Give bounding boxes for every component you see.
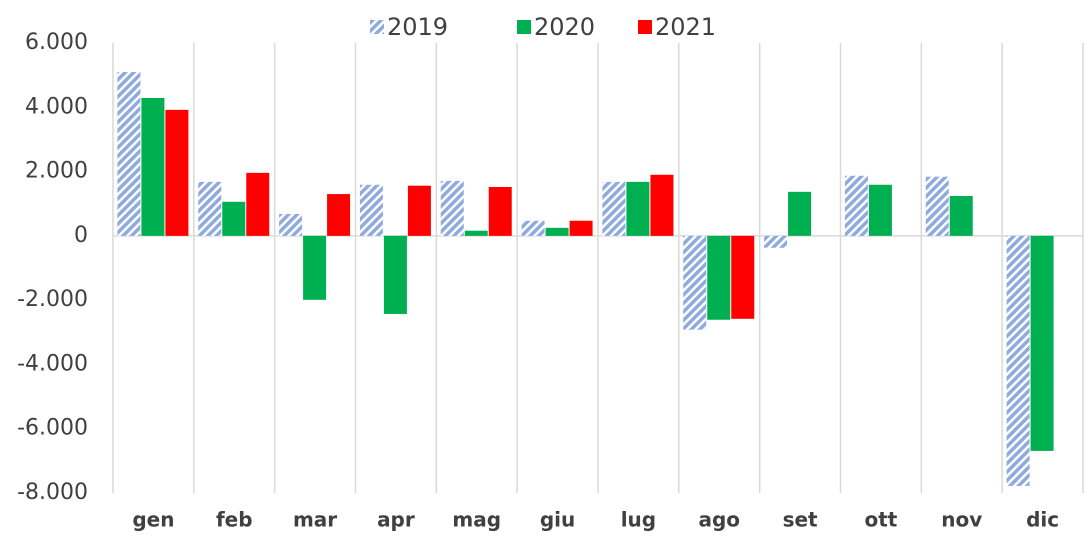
- bar: [440, 180, 464, 236]
- bar: [683, 235, 707, 330]
- bar: [222, 201, 246, 236]
- bar: [1030, 235, 1054, 451]
- legend-swatch: [370, 20, 384, 34]
- y-tick-label: -4.000: [17, 351, 88, 376]
- bar: [359, 184, 383, 236]
- x-tick-label: lug: [621, 508, 656, 532]
- legend-label: 2020: [534, 13, 595, 41]
- legend-label: 2021: [655, 13, 716, 41]
- x-tick-label: nov: [941, 508, 982, 532]
- bar: [650, 174, 674, 236]
- bar: [602, 181, 626, 236]
- bar: [407, 185, 431, 236]
- legend-label: 2019: [387, 13, 448, 41]
- bar: [844, 175, 868, 236]
- bar: [925, 176, 949, 236]
- legend-swatch: [638, 20, 652, 34]
- y-tick-label: -6.000: [17, 416, 88, 441]
- x-tick-label: ago: [698, 508, 740, 532]
- bar: [545, 227, 569, 236]
- bar: [521, 220, 545, 236]
- y-tick-label: -8.000: [17, 480, 88, 505]
- x-tick-label: gen: [132, 508, 174, 532]
- x-tick-label: mar: [293, 508, 337, 532]
- x-tick-label: set: [783, 508, 818, 532]
- bar: [949, 196, 973, 236]
- x-tick-label: ott: [864, 508, 897, 532]
- bar: [731, 235, 755, 319]
- bar: [117, 71, 141, 236]
- bar: [569, 220, 593, 236]
- bar: [383, 235, 407, 314]
- bar: [303, 235, 327, 300]
- y-tick-label: 2.000: [25, 159, 88, 184]
- bar: [764, 235, 788, 248]
- bar: [626, 181, 650, 236]
- bar: [165, 109, 189, 236]
- x-tick-label: giu: [540, 508, 575, 532]
- bar: [141, 97, 165, 236]
- y-tick-label: -2.000: [17, 287, 88, 312]
- x-tick-label: apr: [377, 508, 415, 532]
- bar: [279, 214, 303, 236]
- bar: [488, 187, 512, 236]
- bar: [198, 181, 222, 236]
- x-tick-label: feb: [216, 508, 253, 532]
- bar: [327, 194, 351, 236]
- legend-swatch: [517, 20, 531, 34]
- bar: [246, 172, 270, 236]
- x-tick-label: dic: [1026, 508, 1059, 532]
- bar: [707, 235, 731, 320]
- y-tick-label: 6.000: [25, 30, 88, 55]
- x-tick-label: mag: [452, 508, 501, 532]
- bar: [1006, 235, 1030, 486]
- bar: [464, 230, 488, 236]
- bar: [788, 191, 812, 236]
- y-tick-label: 4.000: [25, 94, 88, 119]
- bar: [868, 184, 892, 236]
- y-tick-label: 0: [74, 223, 88, 248]
